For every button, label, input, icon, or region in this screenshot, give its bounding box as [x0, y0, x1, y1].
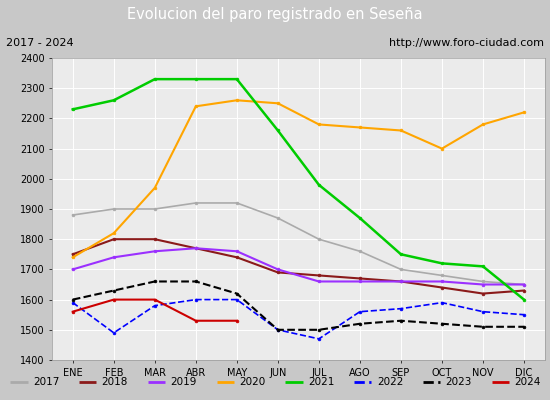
Text: 2017: 2017 [33, 377, 59, 387]
Text: 2018: 2018 [102, 377, 128, 387]
Text: 2019: 2019 [170, 377, 197, 387]
Text: http://www.foro-ciudad.com: http://www.foro-ciudad.com [389, 38, 544, 48]
Text: 2023: 2023 [446, 377, 472, 387]
Text: 2024: 2024 [514, 377, 541, 387]
Text: 2021: 2021 [308, 377, 334, 387]
Text: 2020: 2020 [239, 377, 266, 387]
Text: 2017 - 2024: 2017 - 2024 [6, 38, 73, 48]
Text: Evolucion del paro registrado en Seseña: Evolucion del paro registrado en Seseña [127, 8, 423, 22]
Text: 2022: 2022 [377, 377, 403, 387]
